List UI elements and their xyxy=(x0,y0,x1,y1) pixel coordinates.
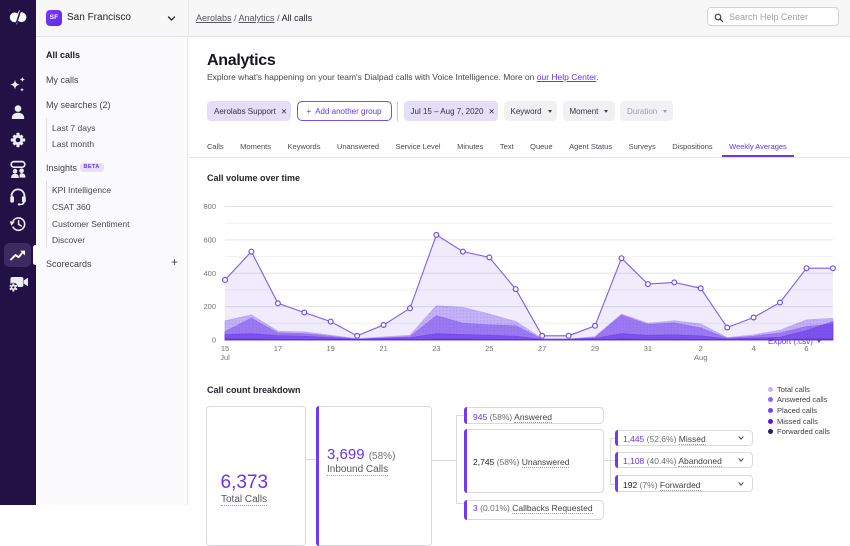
svg-text:6: 6 xyxy=(804,344,808,353)
svg-text:19: 19 xyxy=(327,344,335,353)
svg-text:600: 600 xyxy=(203,236,216,245)
svg-text:29: 29 xyxy=(591,344,599,353)
svg-text:25: 25 xyxy=(485,344,493,353)
svg-text:0: 0 xyxy=(212,336,216,345)
svg-text:17: 17 xyxy=(274,344,282,353)
svg-text:Jul: Jul xyxy=(220,353,230,362)
svg-text:23: 23 xyxy=(432,344,440,353)
svg-text:27: 27 xyxy=(538,344,546,353)
svg-text:4: 4 xyxy=(752,344,756,353)
svg-text:2: 2 xyxy=(699,344,703,353)
svg-text:15: 15 xyxy=(221,344,229,353)
svg-text:400: 400 xyxy=(203,269,216,278)
svg-text:21: 21 xyxy=(379,344,387,353)
svg-text:200: 200 xyxy=(203,302,216,311)
svg-text:Aug: Aug xyxy=(694,353,707,362)
svg-text:31: 31 xyxy=(644,344,652,353)
svg-text:800: 800 xyxy=(203,202,216,211)
